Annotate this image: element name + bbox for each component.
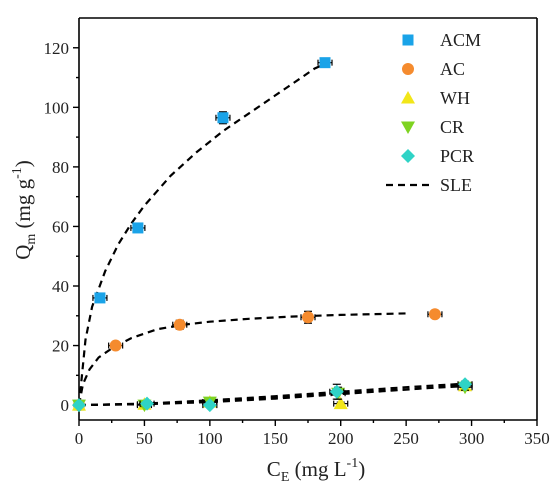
legend-label-ac: AC <box>440 59 465 79</box>
x-axis-title: CE (mg L-1) <box>267 456 365 485</box>
y-tick-label: 100 <box>44 98 70 117</box>
x-tick-label: 100 <box>197 429 223 448</box>
x-tick-label: 300 <box>459 429 485 448</box>
fit-line-acm <box>77 61 329 406</box>
data-point-pcr <box>202 398 217 413</box>
legend: ACM AC WH CR PCR SLE <box>386 30 481 195</box>
data-point-acm <box>217 112 229 124</box>
data-point-acm <box>319 57 331 69</box>
data-point-pcr <box>458 377 473 392</box>
data-point-ac <box>173 318 186 331</box>
y-axis-title: Qm (mg g-1) <box>10 160 39 260</box>
legend-label-acm: ACM <box>440 30 481 50</box>
data-point-acm <box>132 222 144 234</box>
legend-marker-wh <box>401 91 415 104</box>
y-tick-label: 80 <box>52 158 69 177</box>
legend-label-pcr: PCR <box>440 146 474 166</box>
x-axis: 0 50 100 150 200 250 300 350 <box>75 420 550 448</box>
x-tick-label: 250 <box>393 429 419 448</box>
data-point-ac <box>109 339 122 352</box>
y-tick-label: 20 <box>52 337 69 356</box>
series-wh <box>72 378 473 411</box>
legend-marker-ac <box>402 63 414 75</box>
legend-label-fit: SLE <box>440 175 472 195</box>
data-point-acm <box>94 292 106 304</box>
plot-area <box>78 17 538 421</box>
series-layer <box>72 57 473 413</box>
x-tick-label: 0 <box>75 429 84 448</box>
legend-label-wh: WH <box>440 88 470 108</box>
x-tick-label: 50 <box>136 429 153 448</box>
x-tick-label: 350 <box>524 429 550 448</box>
data-point-pcr <box>329 384 344 399</box>
series-ac <box>73 308 443 412</box>
fit-line-ac <box>77 312 407 406</box>
legend-label-cr: CR <box>440 117 464 137</box>
y-tick-label: 0 <box>61 396 70 415</box>
y-axis: 0 20 40 60 80 100 120 <box>44 39 79 415</box>
data-point-pcr <box>140 396 155 411</box>
legend-marker-cr <box>401 121 415 134</box>
series-acm <box>73 57 333 411</box>
series-pcr <box>72 377 473 413</box>
x-tick-label: 200 <box>328 429 354 448</box>
data-point-ac <box>302 311 314 324</box>
y-tick-label: 40 <box>52 277 69 296</box>
legend-marker-pcr <box>401 149 415 163</box>
data-point-pcr <box>72 398 86 413</box>
data-point-wh <box>333 396 348 410</box>
data-point-ac <box>428 308 441 321</box>
x-tick-label: 150 <box>263 429 289 448</box>
legend-marker-acm <box>402 34 414 46</box>
y-tick-label: 120 <box>44 39 70 58</box>
y-tick-label: 60 <box>52 217 69 236</box>
